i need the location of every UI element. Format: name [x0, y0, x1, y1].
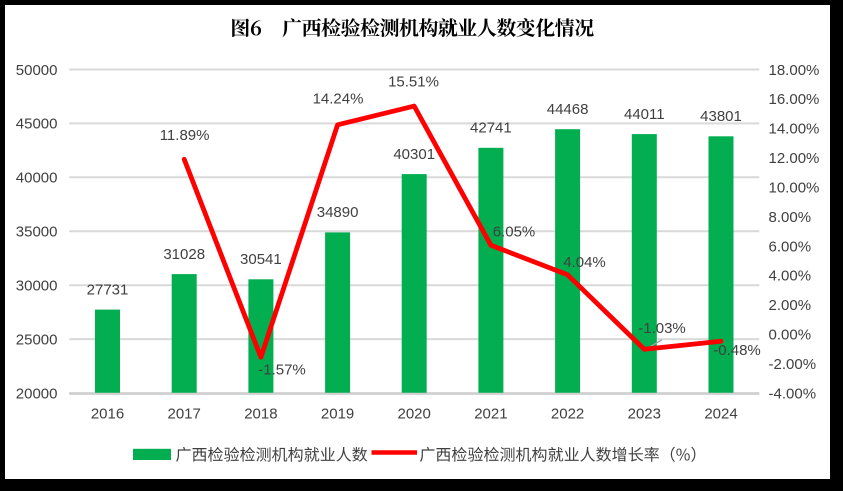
svg-text:2021: 2021: [474, 405, 507, 422]
svg-text:25000: 25000: [16, 331, 58, 348]
svg-text:2024: 2024: [704, 405, 737, 422]
svg-text:-4.00%: -4.00%: [769, 385, 817, 402]
svg-text:0.00%: 0.00%: [769, 327, 812, 344]
svg-text:10.00%: 10.00%: [769, 179, 820, 196]
svg-text:50000: 50000: [16, 62, 58, 79]
svg-text:4.00%: 4.00%: [769, 268, 812, 285]
svg-text:2019: 2019: [321, 405, 354, 422]
svg-text:2022: 2022: [551, 405, 584, 422]
svg-text:20000: 20000: [16, 385, 58, 402]
svg-text:44468: 44468: [547, 101, 589, 118]
svg-text:4.04%: 4.04%: [563, 254, 606, 271]
svg-text:2016: 2016: [91, 405, 124, 422]
svg-text:15.51%: 15.51%: [388, 73, 439, 90]
svg-text:16.00%: 16.00%: [769, 91, 820, 108]
svg-text:30541: 30541: [240, 251, 282, 268]
svg-text:42741: 42741: [470, 120, 512, 137]
svg-text:2.00%: 2.00%: [769, 297, 812, 314]
svg-text:45000: 45000: [16, 116, 58, 133]
svg-text:2018: 2018: [244, 405, 277, 422]
svg-text:12.00%: 12.00%: [769, 150, 820, 167]
svg-text:2017: 2017: [168, 405, 201, 422]
svg-text:14.24%: 14.24%: [313, 90, 364, 107]
svg-text:44011: 44011: [624, 106, 665, 123]
svg-text:2023: 2023: [628, 405, 661, 422]
svg-text:40301: 40301: [393, 146, 435, 163]
svg-text:34890: 34890: [317, 204, 359, 221]
svg-text:14.00%: 14.00%: [769, 121, 820, 138]
svg-text:11.89%: 11.89%: [160, 127, 210, 144]
svg-text:-0.48%: -0.48%: [713, 342, 761, 359]
svg-text:2020: 2020: [398, 405, 431, 422]
svg-text:35000: 35000: [16, 224, 58, 241]
svg-text:-1.57%: -1.57%: [258, 361, 306, 378]
svg-text:27731: 27731: [87, 281, 129, 298]
svg-text:30000: 30000: [16, 278, 58, 295]
svg-text:18.00%: 18.00%: [769, 62, 820, 79]
svg-text:6.00%: 6.00%: [769, 238, 812, 255]
svg-text:31028: 31028: [163, 246, 205, 263]
svg-text:-2.00%: -2.00%: [769, 356, 817, 373]
svg-text:8.00%: 8.00%: [769, 209, 812, 226]
svg-text:43801: 43801: [700, 108, 742, 125]
svg-text:40000: 40000: [16, 170, 58, 187]
svg-text:6.05%: 6.05%: [493, 223, 536, 240]
svg-text:-1.03%: -1.03%: [638, 320, 686, 337]
